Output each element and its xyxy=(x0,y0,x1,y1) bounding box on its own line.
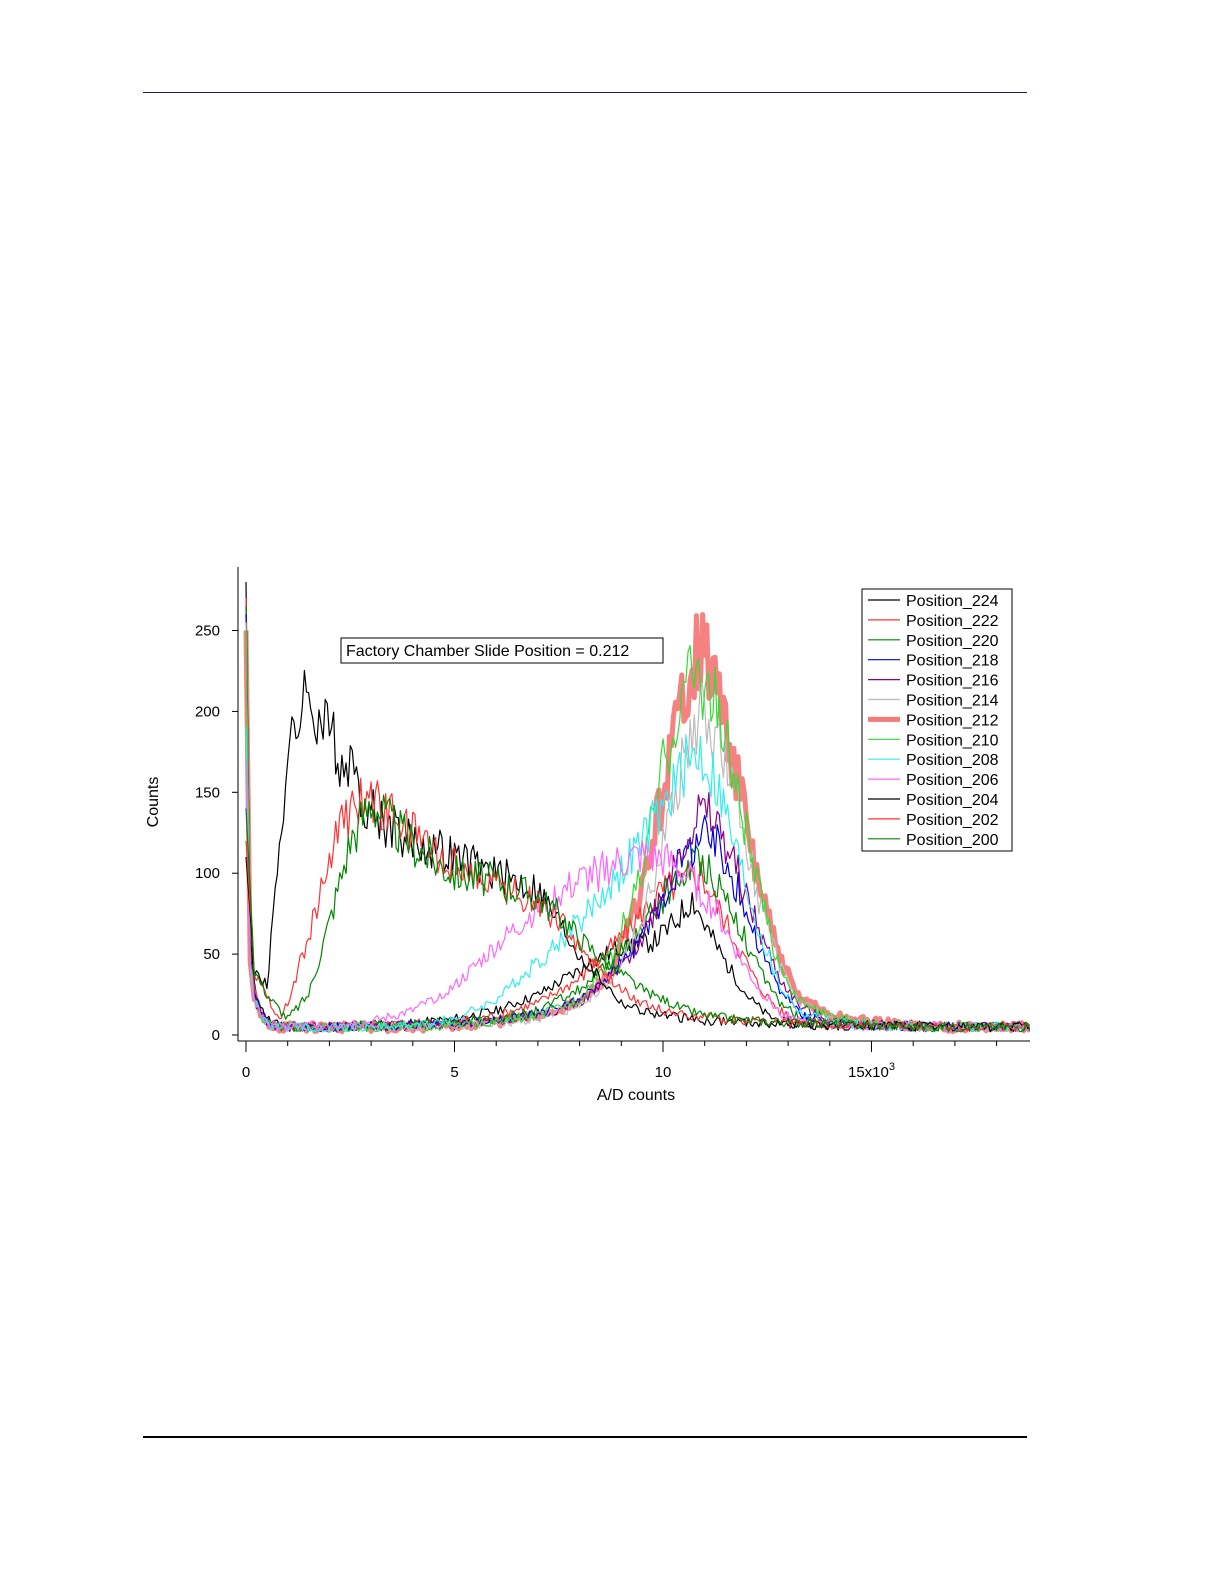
x-tick-label: 0 xyxy=(242,1064,250,1081)
y-tick-label: 100 xyxy=(195,865,220,882)
y-tick-label: 50 xyxy=(203,946,220,963)
x-tick-label: 10 xyxy=(655,1064,672,1081)
x-ticks: 0 5 10 15x103 xyxy=(242,1041,998,1081)
y-ticks: 0 50 100 150 200 250 xyxy=(195,623,238,1044)
plot-clip-group xyxy=(243,581,1030,1035)
y-tick-label: 200 xyxy=(195,703,220,720)
series-line-position_210 xyxy=(245,630,1030,1033)
histogram-chart: 0 50 100 150 200 250 0 5 10 15x103 Counts A/D co… xyxy=(145,567,1030,1104)
legend-label: Position_206 xyxy=(906,772,999,789)
header-rule xyxy=(143,92,1027,93)
legend: Position_224 Position_222 Position_220 Posi… xyxy=(861,588,1013,852)
annotation-box: Factory Chamber Slide Position = 0.212 xyxy=(340,637,664,664)
legend-label: Position_202 xyxy=(906,812,999,829)
y-tick-label: 150 xyxy=(195,784,220,801)
legend-label: Position_208 xyxy=(906,752,999,769)
legend-label: Position_220 xyxy=(906,633,999,650)
series-line-position_200 xyxy=(245,794,1030,1033)
x-tick-label: 5 xyxy=(450,1064,458,1081)
legend-label: Position_218 xyxy=(906,653,999,670)
annotation-text: Factory Chamber Slide Position = 0.212 xyxy=(346,643,629,660)
legend-label: Position_216 xyxy=(906,673,999,690)
y-tick-label: 250 xyxy=(195,623,220,640)
legend-label: Position_200 xyxy=(906,832,999,849)
legend-label: Position_210 xyxy=(906,732,999,749)
x-tick-label: 15x103 xyxy=(848,1061,895,1081)
y-tick-label: 0 xyxy=(212,1027,220,1044)
legend-label: Position_222 xyxy=(906,613,999,630)
legend-label: Position_214 xyxy=(906,693,999,710)
y-axis-title: Counts xyxy=(145,777,162,828)
legend-label: Position_204 xyxy=(906,792,999,809)
legend-label: Position_224 xyxy=(906,593,999,610)
series-layer xyxy=(243,581,1030,1035)
legend-label: Position_212 xyxy=(906,712,999,729)
footer-rule xyxy=(143,1436,1027,1438)
series-line-position_202 xyxy=(245,777,1030,1033)
x-axis-title: A/D counts xyxy=(597,1087,675,1104)
